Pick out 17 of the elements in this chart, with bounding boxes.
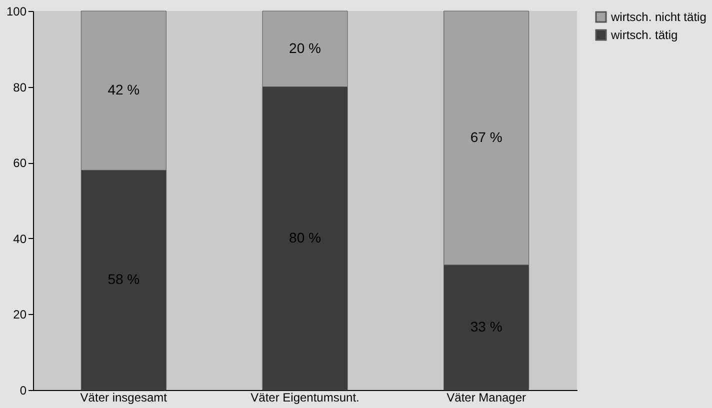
y-tick-label: 60 xyxy=(13,156,27,170)
y-tick-label: 40 xyxy=(13,232,27,246)
data-label: 33 % xyxy=(470,318,502,334)
x-tick-label: Väter Eigentumsunt. xyxy=(250,390,360,404)
y-tick-label: 20 xyxy=(13,308,27,322)
legend-label: wirtsch. tätig xyxy=(610,28,678,42)
data-label: 42 % xyxy=(108,82,140,98)
legend-label: wirtsch. nicht tätig xyxy=(610,10,706,24)
y-tick-label: 80 xyxy=(13,80,27,94)
data-label: 58 % xyxy=(108,271,140,288)
x-tick-label: Väter Manager xyxy=(446,390,526,404)
y-tick-label: 100 xyxy=(6,4,27,18)
data-label: 67 % xyxy=(470,128,502,145)
y-tick-label: 0 xyxy=(20,384,27,398)
data-label: 80 % xyxy=(289,229,321,246)
data-label: 20 % xyxy=(289,40,321,56)
x-tick-label: Väter insgesamt xyxy=(80,390,168,404)
